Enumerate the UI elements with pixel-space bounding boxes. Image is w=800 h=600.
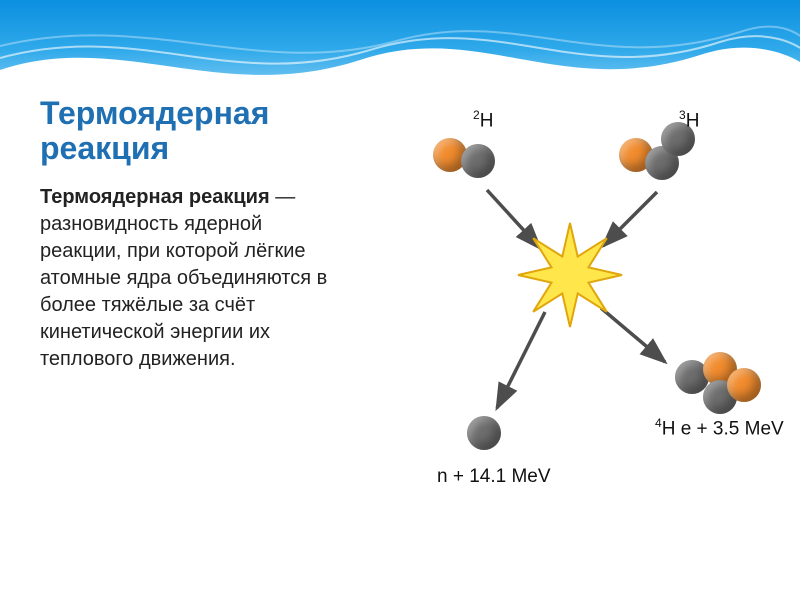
diagram-svg <box>345 100 775 530</box>
text-column: Термоядерная реакция Термоядерная реакци… <box>40 90 345 580</box>
label-helium: 4H e + 3.5 MeV <box>655 416 784 440</box>
proton-sphere <box>727 368 761 402</box>
page-title: Термоядерная реакция <box>40 96 330 166</box>
neutron-sphere <box>461 144 495 178</box>
label-neutron: n + 14.1 MeV <box>437 466 551 488</box>
definition-term: Термоядерная реакция <box>40 186 270 208</box>
definition: Термоядерная реакция — разновидность яде… <box>40 184 330 373</box>
fusion-diagram: 2H 3H 4H e + 3.5 MeV n + 14.1 MeV <box>345 100 775 530</box>
neutron-sphere <box>467 416 501 450</box>
label-deuterium: 2H <box>473 108 493 132</box>
diagram-column: 2H 3H 4H e + 3.5 MeV n + 14.1 MeV <box>345 90 770 580</box>
definition-body: — разновидность ядерной реакции, при кот… <box>40 186 327 370</box>
header-svg <box>0 0 800 90</box>
content-area: Термоядерная реакция Термоядерная реакци… <box>0 90 800 600</box>
label-tritium: 3H <box>679 108 699 132</box>
wave-header <box>0 0 800 90</box>
